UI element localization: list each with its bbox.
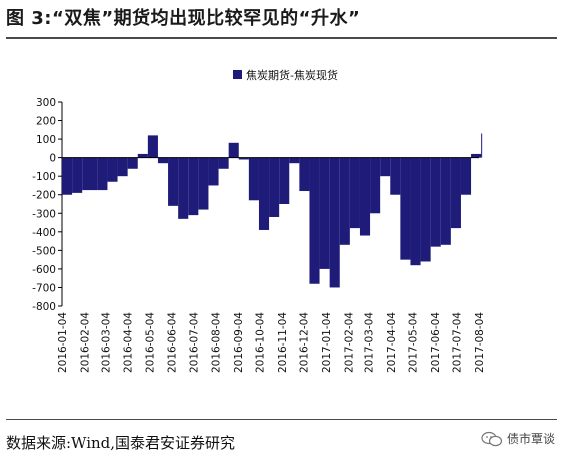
bar — [289, 157, 300, 164]
bar — [238, 157, 249, 160]
bar — [400, 157, 411, 260]
bar — [450, 157, 461, 229]
x-tick-label: 2017-04-04 — [386, 312, 398, 373]
y-tick-label: -400 — [32, 227, 56, 239]
title-divider — [6, 37, 557, 39]
bar — [349, 157, 360, 229]
y-tick-label: -700 — [32, 282, 56, 294]
x-tick-label: 2017-06-04 — [430, 312, 442, 373]
y-tick-label: 200 — [36, 116, 56, 128]
x-tick-label: 2017-03-04 — [364, 312, 376, 373]
chart-legend: 焦炭期货-焦炭现货 — [233, 68, 338, 82]
bar — [62, 157, 73, 195]
x-tick-label: 2017-01-04 — [321, 312, 333, 373]
x-tick-label: 2016-12-04 — [299, 312, 311, 373]
x-tick-label: 2016-04-04 — [123, 312, 135, 373]
legend-swatch — [233, 70, 242, 79]
figure-title: 图 3:“双焦”期货均出现比较罕见的“升水” — [6, 8, 361, 29]
source-note: 数据来源:Wind,国泰君安证券研究 — [6, 434, 236, 452]
bar — [380, 157, 391, 177]
bar — [72, 157, 83, 193]
y-tick-label: 300 — [36, 97, 56, 109]
y-tick-label: -200 — [32, 190, 56, 202]
y-tick-label: -100 — [32, 171, 56, 183]
bar — [410, 157, 421, 266]
y-tick-label: 0 — [49, 153, 56, 165]
x-tick-label: 2016-02-04 — [79, 312, 91, 373]
bar — [370, 157, 381, 214]
bar — [359, 157, 371, 236]
x-tick-label: 2017-02-04 — [343, 312, 355, 373]
x-tick-label: 2016-01-04 — [57, 312, 69, 373]
bar — [147, 135, 158, 158]
bar — [481, 133, 483, 158]
x-tick-label: 2016-03-04 — [100, 312, 112, 373]
bar — [430, 157, 441, 247]
bar — [299, 157, 310, 192]
x-tick-label: 2016-11-04 — [277, 312, 289, 373]
y-tick-label: -300 — [32, 208, 56, 220]
bar — [97, 157, 108, 191]
x-tick-label: 2017-07-04 — [452, 312, 464, 373]
bar — [157, 157, 169, 164]
bar — [471, 153, 482, 158]
bar — [258, 157, 270, 230]
bar — [137, 153, 148, 158]
x-tick-label: 2016-09-04 — [233, 312, 245, 373]
x-tick-label: 2016-08-04 — [211, 312, 223, 373]
bar — [168, 157, 179, 206]
bar — [188, 157, 199, 216]
y-tick-label: -800 — [32, 301, 56, 313]
wechat-icon — [481, 431, 503, 446]
x-tick-label: 2016-10-04 — [255, 312, 267, 373]
x-tick-label: 2016-05-04 — [144, 312, 156, 373]
bar — [339, 157, 350, 245]
bar — [82, 157, 98, 191]
bar — [208, 157, 219, 186]
bar — [178, 157, 189, 219]
legend-label: 焦炭期货-焦炭现货 — [246, 68, 338, 82]
x-tick-label: 2016-07-04 — [188, 312, 200, 373]
x-tick-label: 2017-05-04 — [408, 312, 420, 373]
y-tick-label: 100 — [36, 134, 56, 146]
bar — [309, 157, 320, 284]
watermark-label: 债市覃谈 — [506, 432, 555, 446]
y-tick-label: -600 — [32, 264, 56, 276]
watermark: 债市覃谈 — [481, 430, 555, 447]
bar — [117, 157, 128, 177]
source-divider — [6, 419, 557, 420]
bar — [420, 157, 431, 262]
x-tick-label: 2016-06-04 — [167, 312, 179, 373]
bar — [440, 157, 451, 245]
bar — [460, 157, 472, 195]
bar — [329, 157, 340, 288]
y-tick-label: -500 — [32, 245, 56, 257]
bar — [279, 157, 290, 204]
bar-chart: 焦炭期货-焦炭现货 -800 -700 -600 -500 -400 -300 -200 -1… — [32, 68, 486, 373]
bar — [319, 157, 330, 269]
bar — [228, 142, 239, 158]
x-tick-label: 2017-08-04 — [474, 312, 486, 373]
bar — [390, 157, 401, 195]
bar — [269, 157, 280, 217]
bar — [218, 157, 229, 169]
bar — [248, 157, 259, 201]
plot-area: -800 -700 -600 -500 -400 -300 -200 -100 0 100 200 3… — [32, 97, 486, 373]
bar — [127, 157, 138, 169]
bar — [107, 157, 118, 182]
bar — [198, 157, 209, 210]
